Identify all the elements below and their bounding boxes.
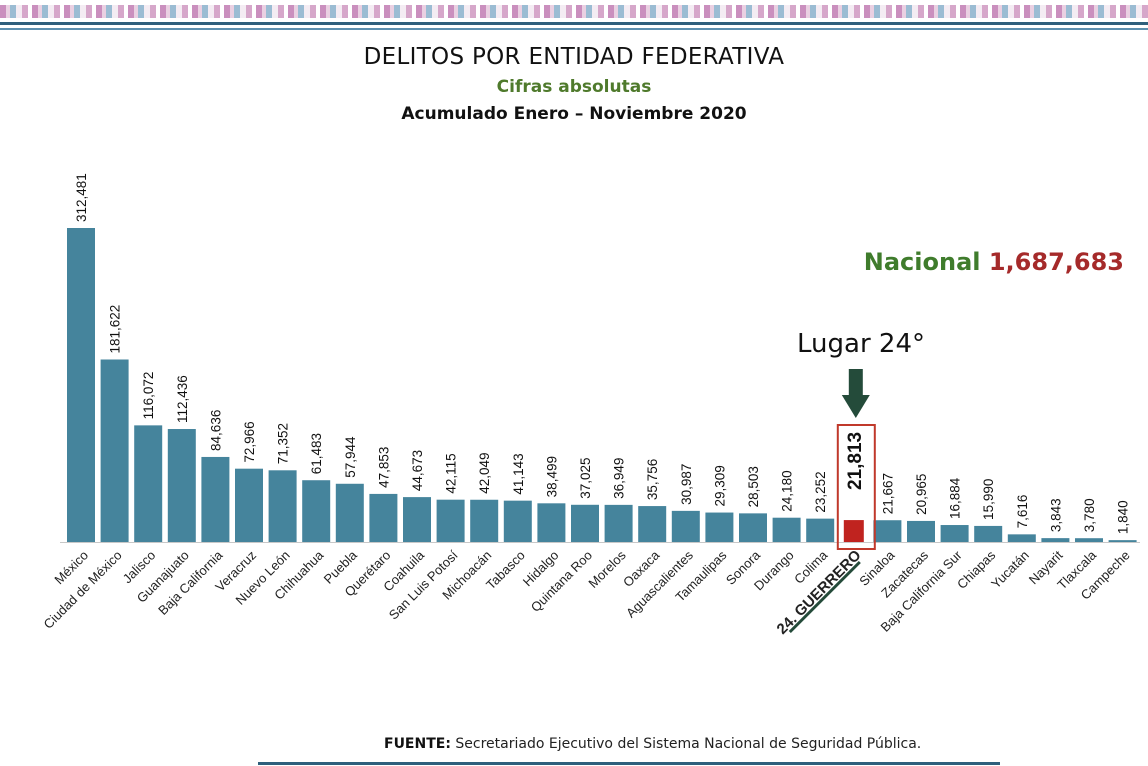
footer-rule xyxy=(258,762,1000,765)
bar-value-label: 112,436 xyxy=(175,375,190,423)
bar-value-label: 7,616 xyxy=(1015,495,1030,529)
category-label: Morelos xyxy=(585,547,629,591)
decorative-header-band xyxy=(0,0,1148,34)
source-note: FUENTE: Secretariado Ejecutivo del Siste… xyxy=(384,736,921,752)
bar-value-label: 29,309 xyxy=(712,465,727,506)
bar-value-label: 15,990 xyxy=(981,479,996,520)
bar xyxy=(705,512,734,542)
bar-value-label: 36,949 xyxy=(612,458,627,499)
highlight-box xyxy=(836,424,876,550)
bar xyxy=(873,520,902,542)
bar-value-label: 72,966 xyxy=(242,421,257,462)
national-total-label: Nacional xyxy=(863,248,981,276)
source-label: FUENTE: xyxy=(384,736,451,752)
bar xyxy=(436,499,465,542)
bar-value-label: 84,636 xyxy=(208,410,223,451)
bar-value-label: 21,667 xyxy=(880,473,895,514)
bar xyxy=(268,470,297,542)
bar-value-label: 16,884 xyxy=(948,477,963,519)
bar-value-label: 116,072 xyxy=(141,372,156,420)
bar-value-label: 181,622 xyxy=(108,305,123,354)
bar-value-label: 20,965 xyxy=(914,474,929,515)
bar-value-label: 41,143 xyxy=(511,453,526,494)
category-label: Yucatán xyxy=(988,548,1032,592)
bar-value-label: 35,756 xyxy=(645,459,660,500)
chart-subtitle: Cifras absolutas xyxy=(496,77,652,97)
bar-value-label: 23,252 xyxy=(813,471,828,512)
bar xyxy=(1007,534,1036,542)
bar-value-label: 42,115 xyxy=(444,453,459,493)
bar xyxy=(772,517,801,542)
bar-value-label: 24,180 xyxy=(780,470,795,511)
down-arrow-icon xyxy=(841,395,870,418)
rank-callout: Lugar 24° xyxy=(797,329,925,359)
bar-value-label: 3,780 xyxy=(1082,498,1097,532)
bar xyxy=(1041,538,1070,542)
header-rule xyxy=(0,22,1148,25)
bar xyxy=(571,504,599,542)
bar xyxy=(1075,538,1103,542)
bar xyxy=(671,510,700,542)
bar xyxy=(201,456,230,542)
bar xyxy=(369,493,398,542)
bar-value-label: 28,503 xyxy=(746,466,761,507)
bar-value-label: 47,853 xyxy=(376,447,391,488)
highlight-underline xyxy=(788,560,861,634)
bar xyxy=(604,504,633,542)
national-total-value: 1,687,683 xyxy=(988,248,1124,276)
bar xyxy=(1108,540,1137,542)
bar xyxy=(167,429,196,542)
bar-value-label: 30,987 xyxy=(679,464,694,505)
national-total: Nacional 1,687,683 xyxy=(864,248,1124,276)
bar-value-label: 57,944 xyxy=(343,436,358,478)
header-rule-thin xyxy=(0,28,1148,30)
bar-value-label: 42,049 xyxy=(477,452,492,493)
bar xyxy=(638,506,667,542)
bar-value-label: 312,481 xyxy=(74,173,89,222)
bar-value-label: 38,499 xyxy=(544,456,559,497)
bar-value-label: 71,352 xyxy=(276,423,291,464)
bar xyxy=(974,525,1003,542)
bar-value-label: 37,025 xyxy=(578,457,593,498)
bar xyxy=(134,425,163,542)
bar xyxy=(302,480,331,542)
chart-period: Acumulado Enero – Noviembre 2020 xyxy=(401,104,747,124)
bar-value-label: 1,840 xyxy=(1116,500,1131,534)
bar-value-label: 3,843 xyxy=(1048,498,1063,532)
arrow-shaft xyxy=(848,369,863,396)
bar xyxy=(67,228,95,542)
bar-value-label: 21,813 xyxy=(845,432,866,490)
bar xyxy=(739,513,767,542)
source-text: Secretariado Ejecutivo del Sistema Nacio… xyxy=(455,736,922,752)
bar xyxy=(907,520,935,542)
decorative-pattern xyxy=(0,5,1148,18)
bar xyxy=(940,525,969,542)
bar xyxy=(537,503,566,542)
bar-value-label: 44,673 xyxy=(410,450,425,491)
bar xyxy=(235,468,263,542)
bar xyxy=(470,499,499,542)
chart-title: DELITOS POR ENTIDAD FEDERATIVA xyxy=(363,44,785,70)
bar-value-label: 61,483 xyxy=(309,433,324,474)
bar xyxy=(503,500,532,542)
bar xyxy=(335,483,364,542)
bar xyxy=(100,359,129,542)
bar xyxy=(806,518,835,542)
bar xyxy=(843,520,864,542)
bar xyxy=(403,497,431,542)
